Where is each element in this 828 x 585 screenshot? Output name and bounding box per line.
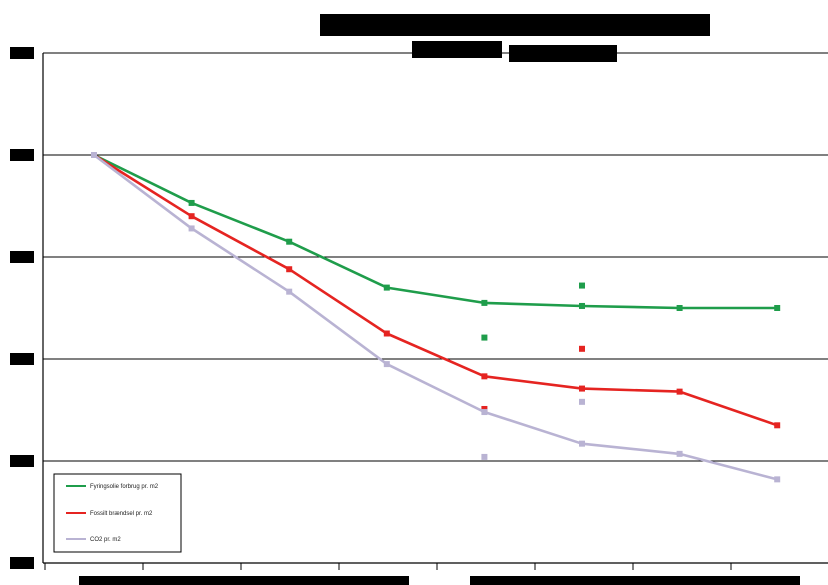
data-point (676, 450, 683, 457)
redacted-x-axis-label-right (470, 576, 800, 585)
legend: Fyringsolie forbrug pr. m2 Fossilt brænd… (53, 473, 182, 553)
series-line (92, 153, 779, 310)
data-point (774, 305, 781, 311)
data-point (188, 199, 195, 206)
legend-label-red: Fossilt brændsel pr. m2 (90, 511, 153, 517)
data-point (383, 361, 390, 368)
data-point (286, 238, 293, 245)
y-tick-label-box (10, 149, 34, 161)
series-line (92, 153, 779, 481)
data-point (383, 330, 390, 337)
series-line (92, 153, 779, 427)
data-point (188, 225, 195, 232)
redacted-subtitle-1 (412, 41, 502, 58)
data-point (676, 305, 683, 311)
outlier-point (481, 405, 488, 412)
data-point (383, 284, 390, 291)
axes-layer (10, 47, 828, 570)
legend-label-green: Fyringsolie forbrug pr. m2 (90, 484, 159, 490)
data-point (286, 266, 293, 273)
outlier-point (579, 345, 585, 352)
data-point (774, 476, 781, 483)
outlier-point (481, 334, 488, 341)
outlier-point (481, 453, 488, 460)
data-point (286, 288, 293, 295)
data-point (188, 213, 195, 220)
series-layer (91, 152, 781, 483)
data-point (774, 422, 781, 429)
data-point (481, 409, 488, 416)
grid-layer (43, 52, 828, 462)
y-tick-label-box (10, 47, 34, 59)
y-tick-label-box (10, 353, 34, 365)
redacted-x-axis-label-left (79, 576, 409, 585)
data-point (579, 385, 585, 392)
data-point (579, 440, 585, 447)
data-point (91, 152, 97, 158)
outlier-point (579, 398, 585, 405)
data-point (481, 373, 488, 380)
data-point (676, 388, 683, 395)
data-point (481, 299, 488, 306)
legend-label-purple: CO2 pr. m2 (90, 537, 121, 543)
redacted-title (320, 14, 710, 36)
y-tick-label-box (10, 455, 34, 467)
data-point (579, 302, 585, 309)
outlier-point (579, 282, 585, 289)
y-tick-label-box (10, 251, 34, 263)
y-tick-label-box (10, 557, 34, 569)
